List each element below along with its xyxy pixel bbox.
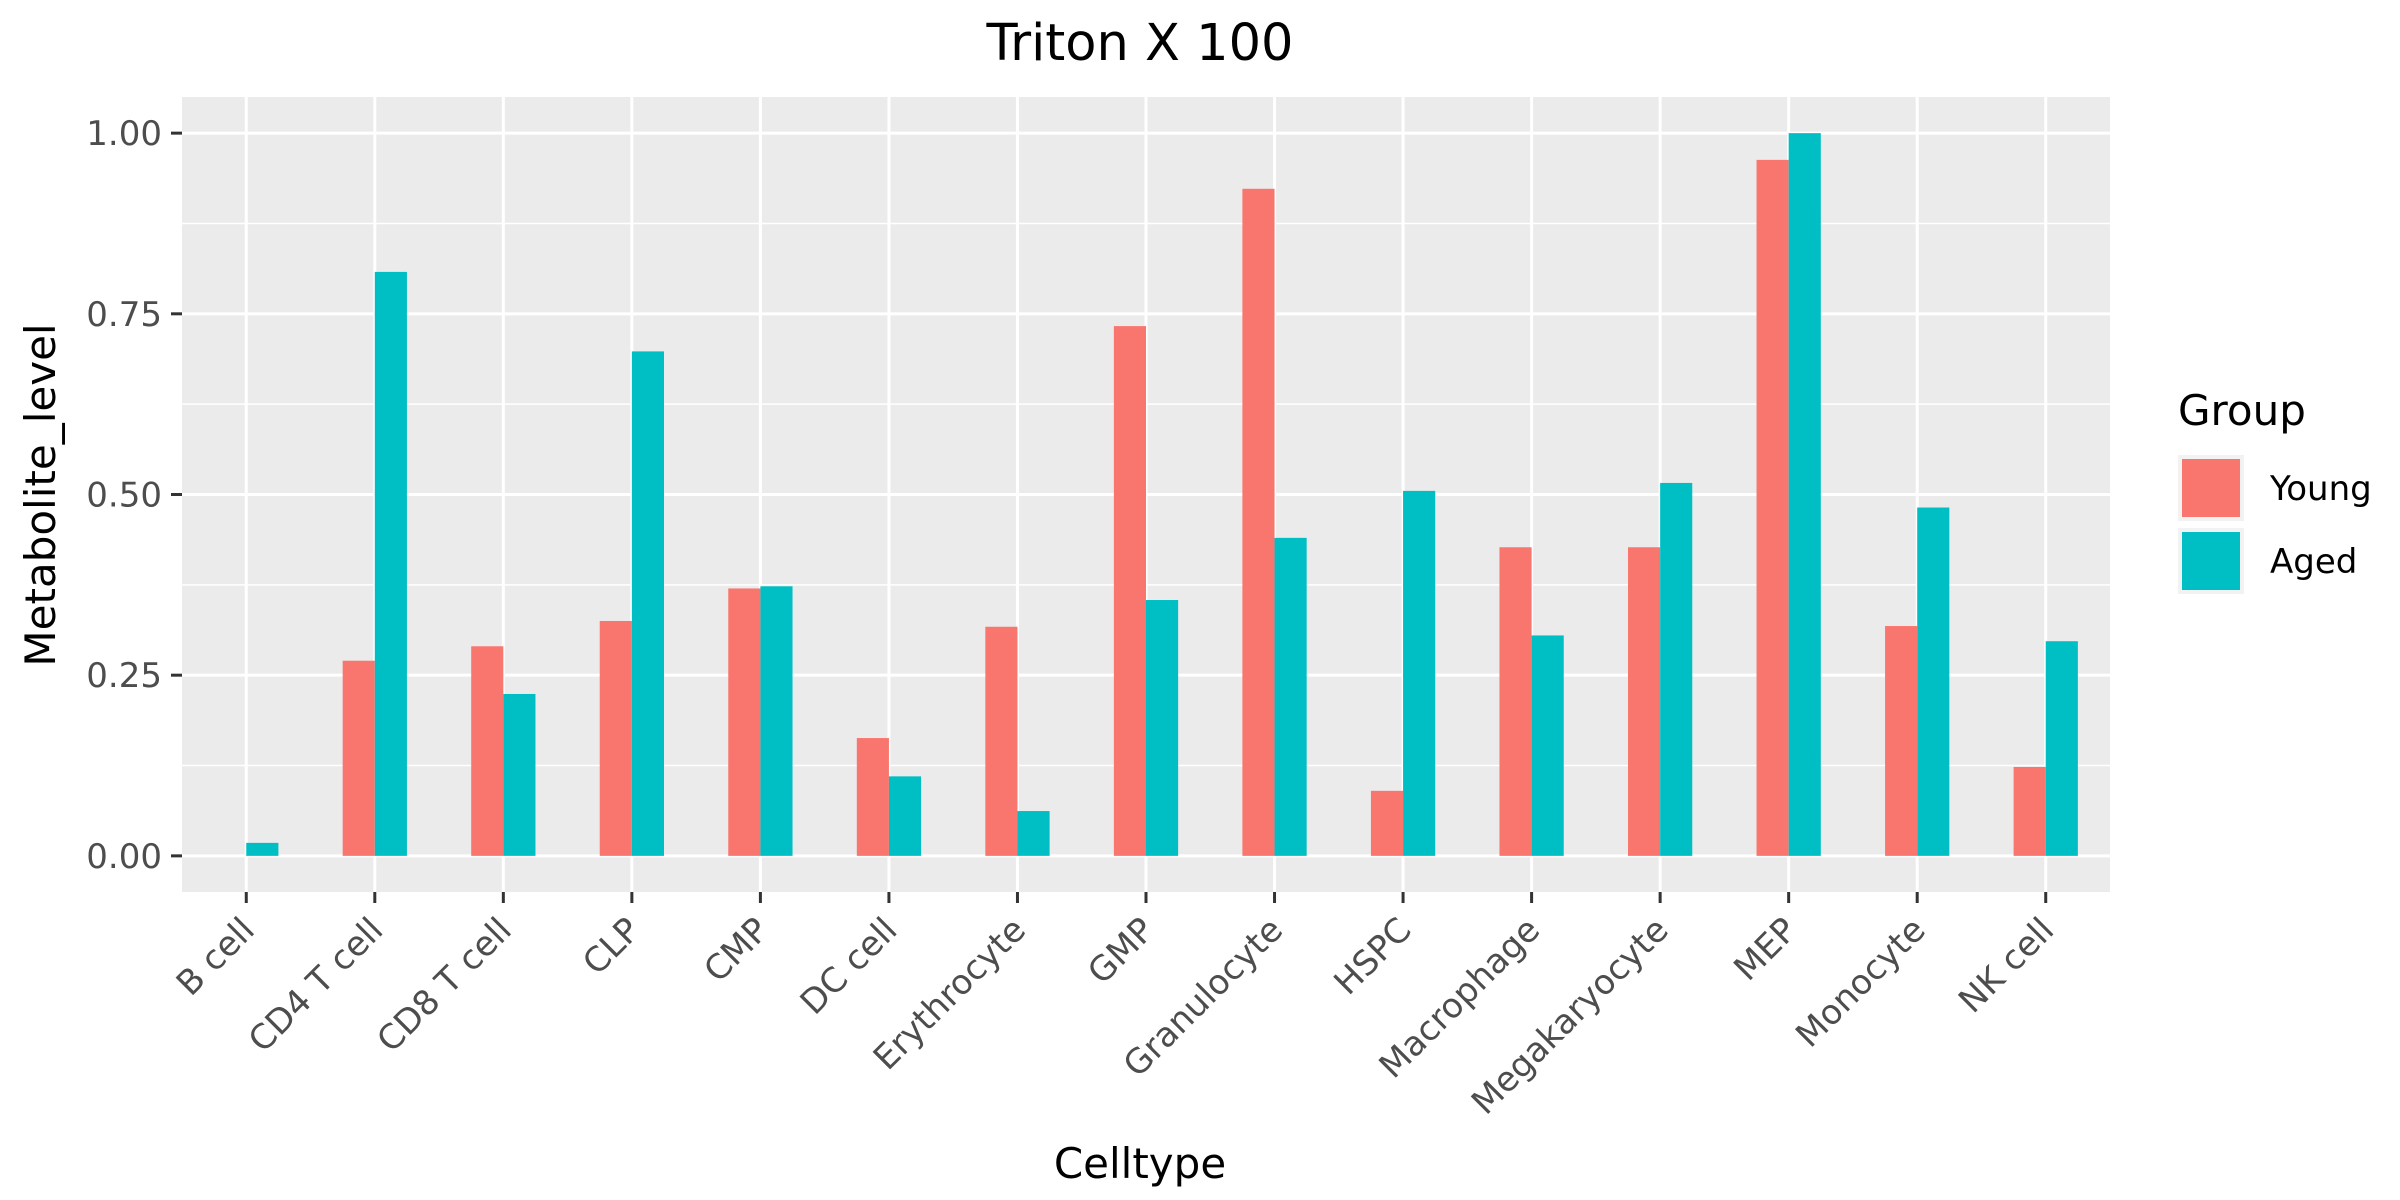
y-axis-title: Metabolite_level	[16, 323, 65, 666]
bar-young-monocyte	[1885, 626, 1918, 856]
chart-title: Triton X 100	[985, 14, 1293, 73]
y-tick-label: 1.00	[86, 114, 162, 154]
bar-young-megakaryocyte	[1628, 547, 1661, 856]
bar-aged-dc-cell	[888, 776, 922, 856]
y-axis: 0.00 0.25 0.50 0.75 1.00	[86, 114, 182, 877]
x-tick-label: CLP	[575, 910, 648, 983]
bar-young-clp	[599, 620, 632, 856]
legend-label-young: Young	[2269, 469, 2372, 509]
bar-young-cd4-t-cell	[342, 660, 375, 856]
x-tick-label: Monocyte	[1788, 910, 1933, 1055]
bar-young-granulocyte	[1242, 188, 1275, 856]
legend-title: Group	[2178, 386, 2306, 435]
bar-aged-clp	[631, 351, 664, 856]
bar-young-nk-cell	[2013, 766, 2046, 856]
x-tick-label: MEP	[1726, 910, 1805, 989]
y-tick-label: 0.50	[86, 476, 162, 516]
x-tick-label: CD8 T cell	[369, 910, 519, 1060]
bar-aged-erythrocyte	[1017, 811, 1050, 856]
bar-young-macrophage	[1499, 547, 1532, 856]
bar-aged-cd4-t-cell	[374, 271, 407, 856]
bar-young-gmp	[1113, 326, 1146, 856]
bar-young-mep	[1756, 159, 1789, 856]
bar-young-cd8-t-cell	[471, 646, 504, 856]
legend-label-aged: Aged	[2270, 542, 2357, 582]
bars-layer	[246, 133, 2078, 856]
bar-young-dc-cell	[856, 738, 889, 856]
bar-aged-mep	[1788, 133, 1821, 856]
bar-aged-megakaryocyte	[1660, 482, 1693, 856]
x-tick-label: NK cell	[1951, 910, 2062, 1021]
x-tick-label: HSPC	[1327, 910, 1420, 1003]
bar-aged-hspc	[1403, 490, 1436, 856]
bar-young-hspc	[1370, 790, 1404, 856]
x-tick-label: CMP	[696, 910, 776, 990]
x-tick-label: B cell	[169, 910, 263, 1004]
bar-aged-cmp	[760, 586, 793, 856]
legend: Group Young Aged	[2178, 386, 2372, 594]
bar-young-erythrocyte	[985, 626, 1018, 856]
bar-aged-cd8-t-cell	[503, 693, 536, 856]
bar-aged-granulocyte	[1274, 537, 1307, 856]
x-axis-title: Celltype	[1054, 1139, 1226, 1188]
y-tick-label: 0.75	[86, 295, 162, 335]
legend-swatch-aged	[2182, 532, 2240, 590]
x-tick-label: DC cell	[793, 910, 906, 1023]
bar-aged-monocyte	[1917, 507, 1950, 856]
bar-aged-gmp	[1146, 600, 1179, 856]
legend-swatch-young	[2182, 459, 2240, 517]
bar-aged-b-cell	[246, 842, 279, 856]
y-tick-label: 0.25	[86, 656, 162, 696]
x-tick-label: CD4 T cell	[241, 910, 391, 1060]
bar-young-cmp	[728, 588, 761, 856]
bar-aged-macrophage	[1531, 635, 1564, 856]
y-tick-label: 0.00	[86, 837, 162, 877]
x-tick-label: GMP	[1080, 910, 1162, 992]
bar-aged-nk-cell	[2045, 641, 2078, 856]
